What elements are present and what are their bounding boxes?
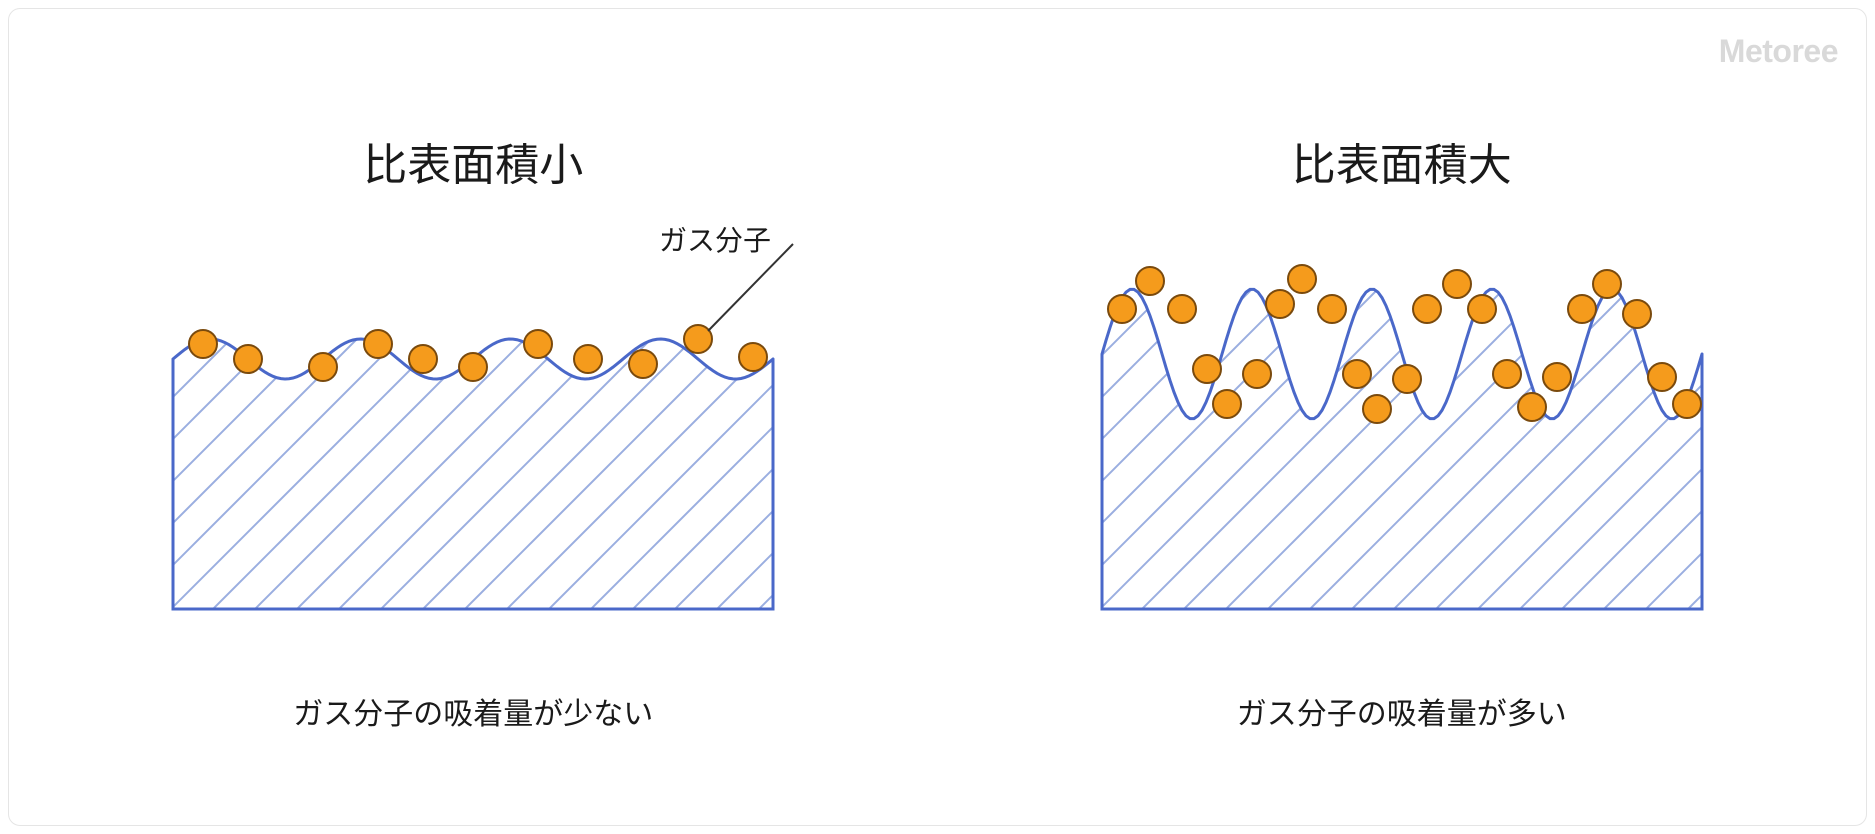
panel-title-right: 比表面積大 xyxy=(938,129,1867,193)
gas-molecule-icon xyxy=(1266,290,1294,318)
gas-molecule-icon xyxy=(1593,270,1621,298)
gas-molecule-icon xyxy=(629,350,657,378)
gas-molecule-icon xyxy=(1393,365,1421,393)
panel-title-left: 比表面積小 xyxy=(9,129,938,193)
gas-molecule-icon xyxy=(1518,393,1546,421)
gas-molecule-label: ガス分子 xyxy=(659,219,771,259)
panels-container: 比表面積小 ガス分子 ガス分子の吸着量が少ない 比表面積大 ガス分子の吸着量が多… xyxy=(9,9,1866,825)
gas-molecule-icon xyxy=(1243,360,1271,388)
gas-molecule-icon xyxy=(1443,270,1471,298)
gas-molecule-icon xyxy=(1288,265,1316,293)
gas-molecule-icon xyxy=(189,330,217,358)
panel-large-surface: 比表面積大 ガス分子の吸着量が多い xyxy=(938,9,1867,825)
gas-molecule-icon xyxy=(1623,300,1651,328)
gas-molecule-icon xyxy=(1468,295,1496,323)
gas-molecule-icon xyxy=(309,353,337,381)
gas-molecule-icon xyxy=(1193,355,1221,383)
gas-molecule-icon xyxy=(1318,295,1346,323)
gas-molecule-icon xyxy=(574,345,602,373)
diagram-svg-left xyxy=(133,209,813,629)
gas-molecule-icon xyxy=(234,345,262,373)
gas-molecule-icon xyxy=(1568,295,1596,323)
gas-molecule-icon xyxy=(524,330,552,358)
gas-molecule-icon xyxy=(1213,390,1241,418)
gas-molecule-icon xyxy=(1108,295,1136,323)
gas-molecule-icon xyxy=(1363,395,1391,423)
gas-molecule-icon xyxy=(684,325,712,353)
gas-molecule-icon xyxy=(1136,267,1164,295)
gas-molecule-icon xyxy=(459,353,487,381)
diagram-svg-right xyxy=(1062,209,1742,629)
gas-molecule-icon xyxy=(1168,295,1196,323)
gas-molecule-icon xyxy=(1673,390,1701,418)
panel-small-surface: 比表面積小 ガス分子 ガス分子の吸着量が少ない xyxy=(9,9,938,825)
gas-molecule-icon xyxy=(1493,360,1521,388)
diagram-frame: Metoree 比表面積小 ガス分子 ガス分子の吸着量が少ない 比表面積大 ガス… xyxy=(8,8,1867,826)
panel-caption-left: ガス分子の吸着量が少ない xyxy=(9,689,938,733)
gas-molecule-icon xyxy=(364,330,392,358)
gas-molecule-icon xyxy=(1543,363,1571,391)
gas-molecule-icon xyxy=(1343,360,1371,388)
gas-molecule-icon xyxy=(1648,363,1676,391)
gas-molecule-icon xyxy=(739,343,767,371)
gas-molecule-icon xyxy=(1413,295,1441,323)
gas-molecule-icon xyxy=(409,345,437,373)
panel-caption-right: ガス分子の吸着量が多い xyxy=(938,689,1867,733)
